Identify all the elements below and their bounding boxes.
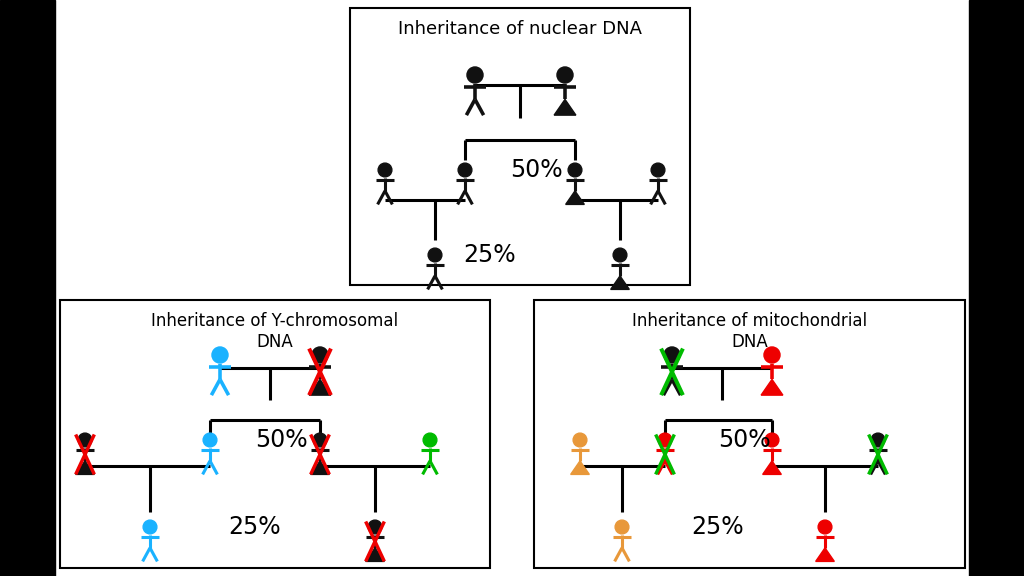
Circle shape <box>423 433 437 447</box>
Text: 50%: 50% <box>255 428 307 452</box>
Polygon shape <box>76 461 94 475</box>
Circle shape <box>212 347 228 363</box>
Text: 25%: 25% <box>691 515 744 539</box>
Circle shape <box>658 433 672 447</box>
Bar <box>969 0 1024 576</box>
Text: 25%: 25% <box>464 243 516 267</box>
Text: Inheritance of Y-chromosomal
DNA: Inheritance of Y-chromosomal DNA <box>152 312 398 351</box>
FancyBboxPatch shape <box>350 8 690 285</box>
Text: Inheritance of nuclear DNA: Inheritance of nuclear DNA <box>398 20 642 38</box>
Polygon shape <box>366 548 384 562</box>
Polygon shape <box>310 461 330 475</box>
Text: Inheritance of mitochondrial
DNA: Inheritance of mitochondrial DNA <box>632 312 867 351</box>
Polygon shape <box>763 461 781 475</box>
Polygon shape <box>610 276 630 289</box>
Circle shape <box>143 520 157 534</box>
Circle shape <box>613 248 627 262</box>
Circle shape <box>312 347 328 363</box>
Circle shape <box>573 433 587 447</box>
Circle shape <box>313 433 327 447</box>
Text: 25%: 25% <box>228 515 282 539</box>
Text: 50%: 50% <box>510 158 562 182</box>
Circle shape <box>78 433 92 447</box>
Circle shape <box>568 163 582 177</box>
Circle shape <box>764 347 780 363</box>
FancyBboxPatch shape <box>60 300 490 568</box>
Circle shape <box>467 67 483 83</box>
Circle shape <box>428 248 442 262</box>
Circle shape <box>651 163 665 177</box>
Circle shape <box>557 67 573 83</box>
Circle shape <box>615 520 629 534</box>
Circle shape <box>458 163 472 177</box>
Polygon shape <box>565 191 585 204</box>
Text: 50%: 50% <box>718 428 771 452</box>
Polygon shape <box>761 380 783 395</box>
Circle shape <box>664 347 680 363</box>
Circle shape <box>368 520 382 534</box>
Circle shape <box>203 433 217 447</box>
Polygon shape <box>816 548 835 562</box>
FancyBboxPatch shape <box>534 300 965 568</box>
Polygon shape <box>554 100 575 115</box>
Circle shape <box>818 520 831 534</box>
Bar <box>0 0 55 576</box>
Circle shape <box>765 433 779 447</box>
Circle shape <box>871 433 885 447</box>
Circle shape <box>378 163 392 177</box>
Polygon shape <box>570 461 590 475</box>
Polygon shape <box>309 380 331 395</box>
